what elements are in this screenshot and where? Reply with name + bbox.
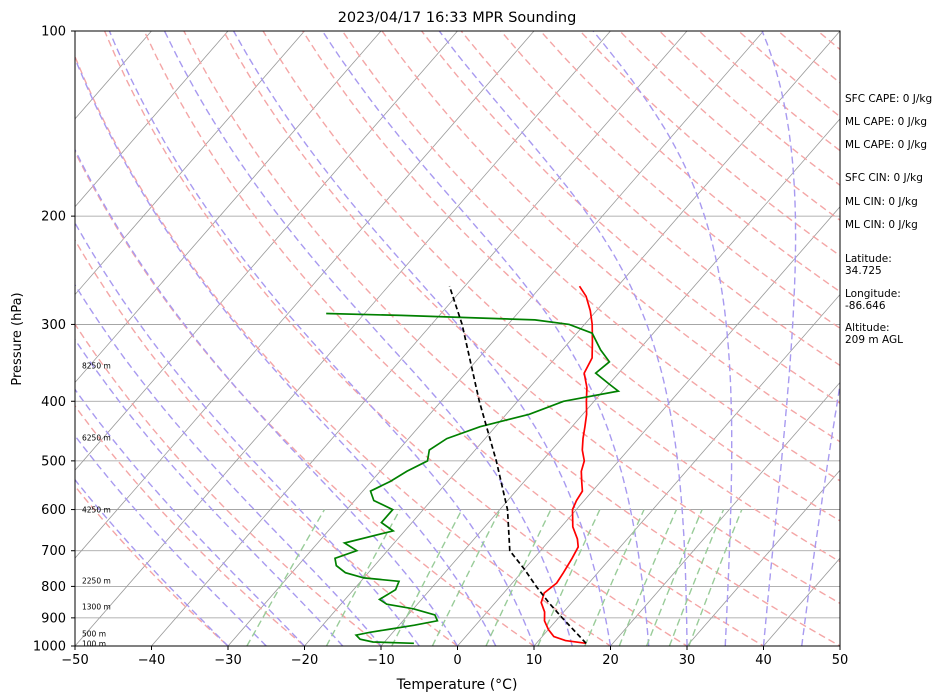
mixing-ratio-line bbox=[246, 509, 326, 646]
height-label: 4250 m bbox=[82, 506, 111, 515]
y-tick-label: 600 bbox=[41, 503, 66, 518]
series-lines bbox=[326, 285, 621, 645]
height-label: 8250 m bbox=[82, 362, 111, 371]
x-tick-label: −20 bbox=[291, 653, 318, 668]
y-tick-label: 500 bbox=[41, 454, 66, 469]
isotherm-line bbox=[75, 31, 382, 384]
x-tick-label: 20 bbox=[602, 653, 619, 668]
moist-adiabat-line bbox=[75, 283, 382, 646]
dry-adiabat-line bbox=[75, 238, 459, 646]
isotherm-line bbox=[75, 31, 535, 559]
dry-adiabat-line bbox=[183, 31, 840, 646]
moist-adiabat-line bbox=[75, 56, 497, 646]
isotherm-line bbox=[686, 469, 840, 646]
chart-title: 2023/04/17 16:33 MPR Sounding bbox=[338, 10, 577, 26]
y-tick-label: 300 bbox=[41, 318, 66, 333]
isotherm-line bbox=[457, 206, 840, 646]
x-tick-label: −10 bbox=[367, 653, 394, 668]
isotherm-line bbox=[75, 31, 229, 208]
x-tick-label: 10 bbox=[526, 653, 543, 668]
moist-adiabat-line bbox=[321, 31, 650, 646]
ml-cin-text-2: ML CIN: 0 J/kg bbox=[845, 219, 918, 231]
dry-adiabat-line bbox=[143, 31, 765, 646]
moist-adiabat-line bbox=[75, 434, 267, 646]
dry-adiabat-line bbox=[75, 485, 230, 646]
isotherm-line bbox=[610, 381, 840, 646]
x-tick-label: 40 bbox=[755, 653, 772, 668]
x-tick-label: −30 bbox=[214, 653, 241, 668]
y-tick-label: 800 bbox=[41, 580, 66, 595]
moist-adiabat-line bbox=[75, 478, 229, 646]
mixing-ratio-line bbox=[391, 509, 463, 646]
y-tick-label: 1000 bbox=[33, 640, 66, 655]
latitude-text: Latitude: 34.725 bbox=[845, 253, 892, 277]
background-lines bbox=[75, 31, 840, 646]
ml-cape-text-2: ML CAPE: 0 J/kg bbox=[845, 139, 928, 151]
height-label: 500 m bbox=[82, 630, 106, 639]
isotherm-line bbox=[533, 293, 840, 646]
dry-adiabat-line bbox=[103, 31, 689, 646]
mixing-ratio-line bbox=[645, 509, 703, 646]
mixing-ratio-line bbox=[668, 509, 725, 646]
moist-adiabat-line bbox=[75, 388, 305, 646]
y-tick-label: 200 bbox=[41, 210, 66, 225]
dry-adiabat-line bbox=[302, 31, 840, 522]
x-tick-label: −50 bbox=[61, 653, 88, 668]
y-tick-label: 700 bbox=[41, 544, 66, 559]
moist-adiabat-line bbox=[108, 31, 535, 646]
moist-adiabat-line bbox=[75, 338, 344, 646]
height-label: 6250 m bbox=[82, 433, 111, 442]
mixing-ratio-line bbox=[431, 509, 501, 646]
altitude-text: Altitude: 209 m AGL bbox=[845, 322, 903, 346]
isotherm-line bbox=[227, 31, 764, 646]
isotherm-line bbox=[380, 118, 840, 646]
x-axis-label: Temperature (°C) bbox=[396, 677, 518, 693]
mixing-ratio-line bbox=[325, 509, 401, 646]
parcel-profile-line bbox=[448, 285, 587, 644]
height-label: 100 m bbox=[82, 639, 106, 648]
y-tick-label: 400 bbox=[41, 395, 66, 410]
moist-adiabat-line bbox=[592, 31, 733, 646]
moist-adiabat-line bbox=[163, 31, 573, 646]
height-label: 1300 m bbox=[82, 602, 111, 611]
isotherm-line bbox=[75, 31, 611, 646]
x-tick-label: −40 bbox=[138, 653, 165, 668]
ml-cape-text-1: ML CAPE: 0 J/kg bbox=[845, 116, 928, 128]
moist-adiabat-line bbox=[232, 31, 612, 646]
axis-ticks: −50 −40 −30 −20 −10 0 10 20 30 40 50 100 200 300 400 50… bbox=[33, 25, 848, 669]
isotherm-line bbox=[75, 31, 305, 296]
sfc-cape-text: SFC CAPE: 0 J/kg bbox=[845, 93, 933, 105]
dry-adiabat-line bbox=[75, 404, 306, 646]
x-tick-label: 0 bbox=[453, 653, 461, 668]
y-axis-label: Pressure (hPa) bbox=[10, 292, 25, 385]
dewpoint-profile-line bbox=[326, 312, 621, 645]
sfc-cin-text: SFC CIN: 0 J/kg bbox=[845, 172, 923, 184]
dry-adiabat-line bbox=[262, 31, 840, 563]
y-tick-label: 100 bbox=[41, 25, 66, 40]
moist-adiabat-line bbox=[438, 31, 688, 646]
mixing-ratio-line bbox=[688, 509, 743, 646]
isotherm-line bbox=[304, 31, 840, 646]
ml-cin-text-1: ML CIN: 0 J/kg bbox=[845, 196, 918, 208]
moist-adiabat-line bbox=[761, 31, 797, 646]
longitude-text: Longitude: -86.646 bbox=[845, 288, 901, 312]
dry-adiabat-line bbox=[222, 31, 840, 605]
x-tick-label: 50 bbox=[832, 653, 849, 668]
isotherm-line bbox=[75, 31, 458, 471]
temperature-profile-line bbox=[540, 285, 594, 645]
y-tick-label: 900 bbox=[41, 611, 66, 626]
x-tick-label: 30 bbox=[679, 653, 696, 668]
height-label: 2250 m bbox=[82, 576, 111, 585]
dry-adiabat-line bbox=[75, 54, 612, 646]
dry-adiabat-line bbox=[75, 150, 536, 646]
